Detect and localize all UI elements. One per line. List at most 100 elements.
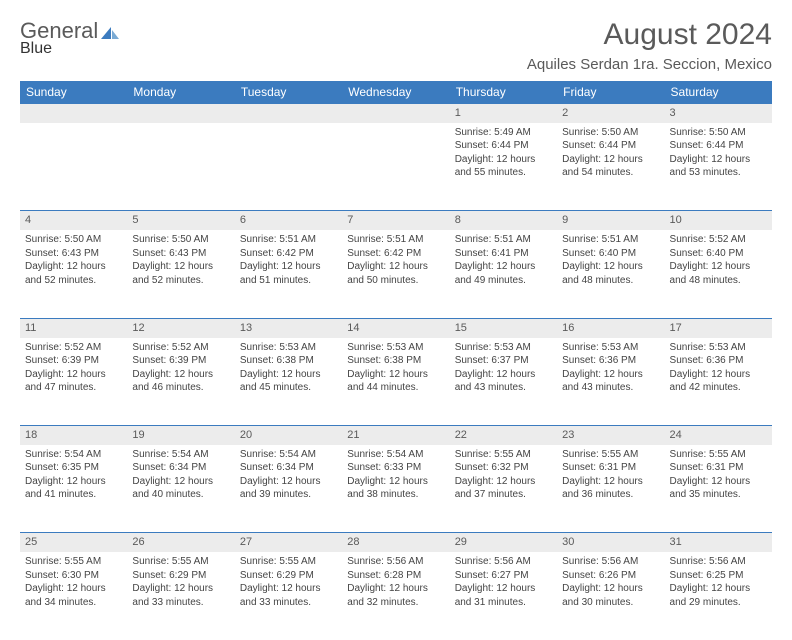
weekday-wednesday: Wednesday [342, 81, 449, 104]
daylight-line: Daylight: 12 hours and 51 minutes. [240, 260, 337, 287]
day-number: 16 [557, 319, 664, 338]
calendar-cell-head [127, 104, 234, 123]
day-cell: Sunrise: 5:53 AMSunset: 6:38 PMDaylight:… [235, 338, 342, 399]
calendar-cell-head: 31 [665, 533, 772, 552]
calendar-cell-body: Sunrise: 5:56 AMSunset: 6:28 PMDaylight:… [342, 552, 449, 640]
sunrise-line: Sunrise: 5:53 AM [240, 341, 337, 355]
calendar-cell-head [342, 104, 449, 123]
sunset-line: Sunset: 6:41 PM [455, 247, 552, 261]
calendar-cell-head: 2 [557, 104, 664, 123]
logo-sail-icon [100, 20, 120, 46]
header: GeneralBlue August 2024 Aquiles Serdan 1… [20, 18, 772, 73]
day-number: 6 [235, 211, 342, 230]
calendar-cell-head: 13 [235, 318, 342, 337]
sunset-line: Sunset: 6:44 PM [562, 139, 659, 153]
weekday-header-row: SundayMondayTuesdayWednesdayThursdayFrid… [20, 81, 772, 104]
sunset-line: Sunset: 6:42 PM [347, 247, 444, 261]
sunset-line: Sunset: 6:28 PM [347, 569, 444, 583]
day-cell: Sunrise: 5:55 AMSunset: 6:32 PMDaylight:… [450, 445, 557, 506]
day-number: 22 [450, 426, 557, 445]
calendar-cell-body: Sunrise: 5:55 AMSunset: 6:31 PMDaylight:… [665, 445, 772, 533]
day-cell: Sunrise: 5:56 AMSunset: 6:28 PMDaylight:… [342, 552, 449, 613]
calendar-cell-head: 11 [20, 318, 127, 337]
sunrise-line: Sunrise: 5:54 AM [347, 448, 444, 462]
daylight-line: Daylight: 12 hours and 55 minutes. [455, 153, 552, 180]
daylight-line: Daylight: 12 hours and 47 minutes. [25, 368, 122, 395]
sunset-line: Sunset: 6:39 PM [25, 354, 122, 368]
sunrise-line: Sunrise: 5:55 AM [25, 555, 122, 569]
day-number: 26 [127, 533, 234, 552]
day-cell: Sunrise: 5:55 AMSunset: 6:29 PMDaylight:… [127, 552, 234, 613]
daylight-line: Daylight: 12 hours and 36 minutes. [562, 475, 659, 502]
sunrise-line: Sunrise: 5:52 AM [25, 341, 122, 355]
day-number: 21 [342, 426, 449, 445]
calendar-cell-body: Sunrise: 5:51 AMSunset: 6:42 PMDaylight:… [235, 230, 342, 318]
calendar-cell-body: Sunrise: 5:54 AMSunset: 6:35 PMDaylight:… [20, 445, 127, 533]
sunset-line: Sunset: 6:43 PM [132, 247, 229, 261]
calendar-cell-head: 3 [665, 104, 772, 123]
empty-daynum [235, 104, 342, 123]
daylight-line: Daylight: 12 hours and 44 minutes. [347, 368, 444, 395]
day-cell: Sunrise: 5:54 AMSunset: 6:33 PMDaylight:… [342, 445, 449, 506]
sunrise-line: Sunrise: 5:50 AM [132, 233, 229, 247]
sunset-line: Sunset: 6:40 PM [670, 247, 767, 261]
daylight-line: Daylight: 12 hours and 42 minutes. [670, 368, 767, 395]
calendar-cell-body: Sunrise: 5:53 AMSunset: 6:38 PMDaylight:… [235, 338, 342, 426]
sunset-line: Sunset: 6:43 PM [25, 247, 122, 261]
day-cell: Sunrise: 5:51 AMSunset: 6:40 PMDaylight:… [557, 230, 664, 291]
calendar-cell-head: 5 [127, 211, 234, 230]
day-cell: Sunrise: 5:54 AMSunset: 6:34 PMDaylight:… [235, 445, 342, 506]
day-number: 31 [665, 533, 772, 552]
sunset-line: Sunset: 6:33 PM [347, 461, 444, 475]
daylight-line: Daylight: 12 hours and 35 minutes. [670, 475, 767, 502]
sunrise-line: Sunrise: 5:52 AM [132, 341, 229, 355]
sunrise-line: Sunrise: 5:56 AM [455, 555, 552, 569]
day-cell: Sunrise: 5:50 AMSunset: 6:44 PMDaylight:… [665, 123, 772, 184]
sunset-line: Sunset: 6:38 PM [347, 354, 444, 368]
daylight-line: Daylight: 12 hours and 31 minutes. [455, 582, 552, 609]
sunset-line: Sunset: 6:35 PM [25, 461, 122, 475]
calendar-cell-head: 25 [20, 533, 127, 552]
daylight-line: Daylight: 12 hours and 43 minutes. [455, 368, 552, 395]
day-number: 3 [665, 104, 772, 123]
title-block: August 2024 Aquiles Serdan 1ra. Seccion,… [527, 18, 772, 73]
weekday-saturday: Saturday [665, 81, 772, 104]
sunrise-line: Sunrise: 5:56 AM [347, 555, 444, 569]
calendar-cell-head: 23 [557, 426, 664, 445]
sunset-line: Sunset: 6:40 PM [562, 247, 659, 261]
day-number: 13 [235, 319, 342, 338]
sunset-line: Sunset: 6:31 PM [562, 461, 659, 475]
day-cell: Sunrise: 5:55 AMSunset: 6:31 PMDaylight:… [665, 445, 772, 506]
weekday-monday: Monday [127, 81, 234, 104]
sunset-line: Sunset: 6:37 PM [455, 354, 552, 368]
calendar-cell-body: Sunrise: 5:52 AMSunset: 6:39 PMDaylight:… [127, 338, 234, 426]
calendar-cell-body: Sunrise: 5:50 AMSunset: 6:43 PMDaylight:… [20, 230, 127, 318]
sunrise-line: Sunrise: 5:54 AM [25, 448, 122, 462]
sunset-line: Sunset: 6:44 PM [670, 139, 767, 153]
calendar-cell-body: Sunrise: 5:55 AMSunset: 6:29 PMDaylight:… [127, 552, 234, 640]
daylight-line: Daylight: 12 hours and 50 minutes. [347, 260, 444, 287]
day-cell: Sunrise: 5:50 AMSunset: 6:44 PMDaylight:… [557, 123, 664, 184]
weekday-tuesday: Tuesday [235, 81, 342, 104]
day-cell: Sunrise: 5:55 AMSunset: 6:30 PMDaylight:… [20, 552, 127, 613]
calendar-cell-head: 15 [450, 318, 557, 337]
day-number: 2 [557, 104, 664, 123]
sunrise-line: Sunrise: 5:56 AM [562, 555, 659, 569]
calendar-cell-head: 12 [127, 318, 234, 337]
sunrise-line: Sunrise: 5:55 AM [132, 555, 229, 569]
calendar-cell-body: Sunrise: 5:55 AMSunset: 6:31 PMDaylight:… [557, 445, 664, 533]
calendar-cell-body: Sunrise: 5:50 AMSunset: 6:44 PMDaylight:… [557, 123, 664, 211]
day-number: 30 [557, 533, 664, 552]
calendar-cell-body: Sunrise: 5:53 AMSunset: 6:37 PMDaylight:… [450, 338, 557, 426]
calendar-cell-body: Sunrise: 5:53 AMSunset: 6:36 PMDaylight:… [557, 338, 664, 426]
day-number: 11 [20, 319, 127, 338]
sunset-line: Sunset: 6:30 PM [25, 569, 122, 583]
sunset-line: Sunset: 6:38 PM [240, 354, 337, 368]
calendar-cell-body: Sunrise: 5:55 AMSunset: 6:32 PMDaylight:… [450, 445, 557, 533]
calendar-cell-body: Sunrise: 5:55 AMSunset: 6:29 PMDaylight:… [235, 552, 342, 640]
sunset-line: Sunset: 6:29 PM [240, 569, 337, 583]
calendar-cell-body [127, 123, 234, 211]
day-number: 12 [127, 319, 234, 338]
sunset-line: Sunset: 6:27 PM [455, 569, 552, 583]
calendar-cell-head: 26 [127, 533, 234, 552]
